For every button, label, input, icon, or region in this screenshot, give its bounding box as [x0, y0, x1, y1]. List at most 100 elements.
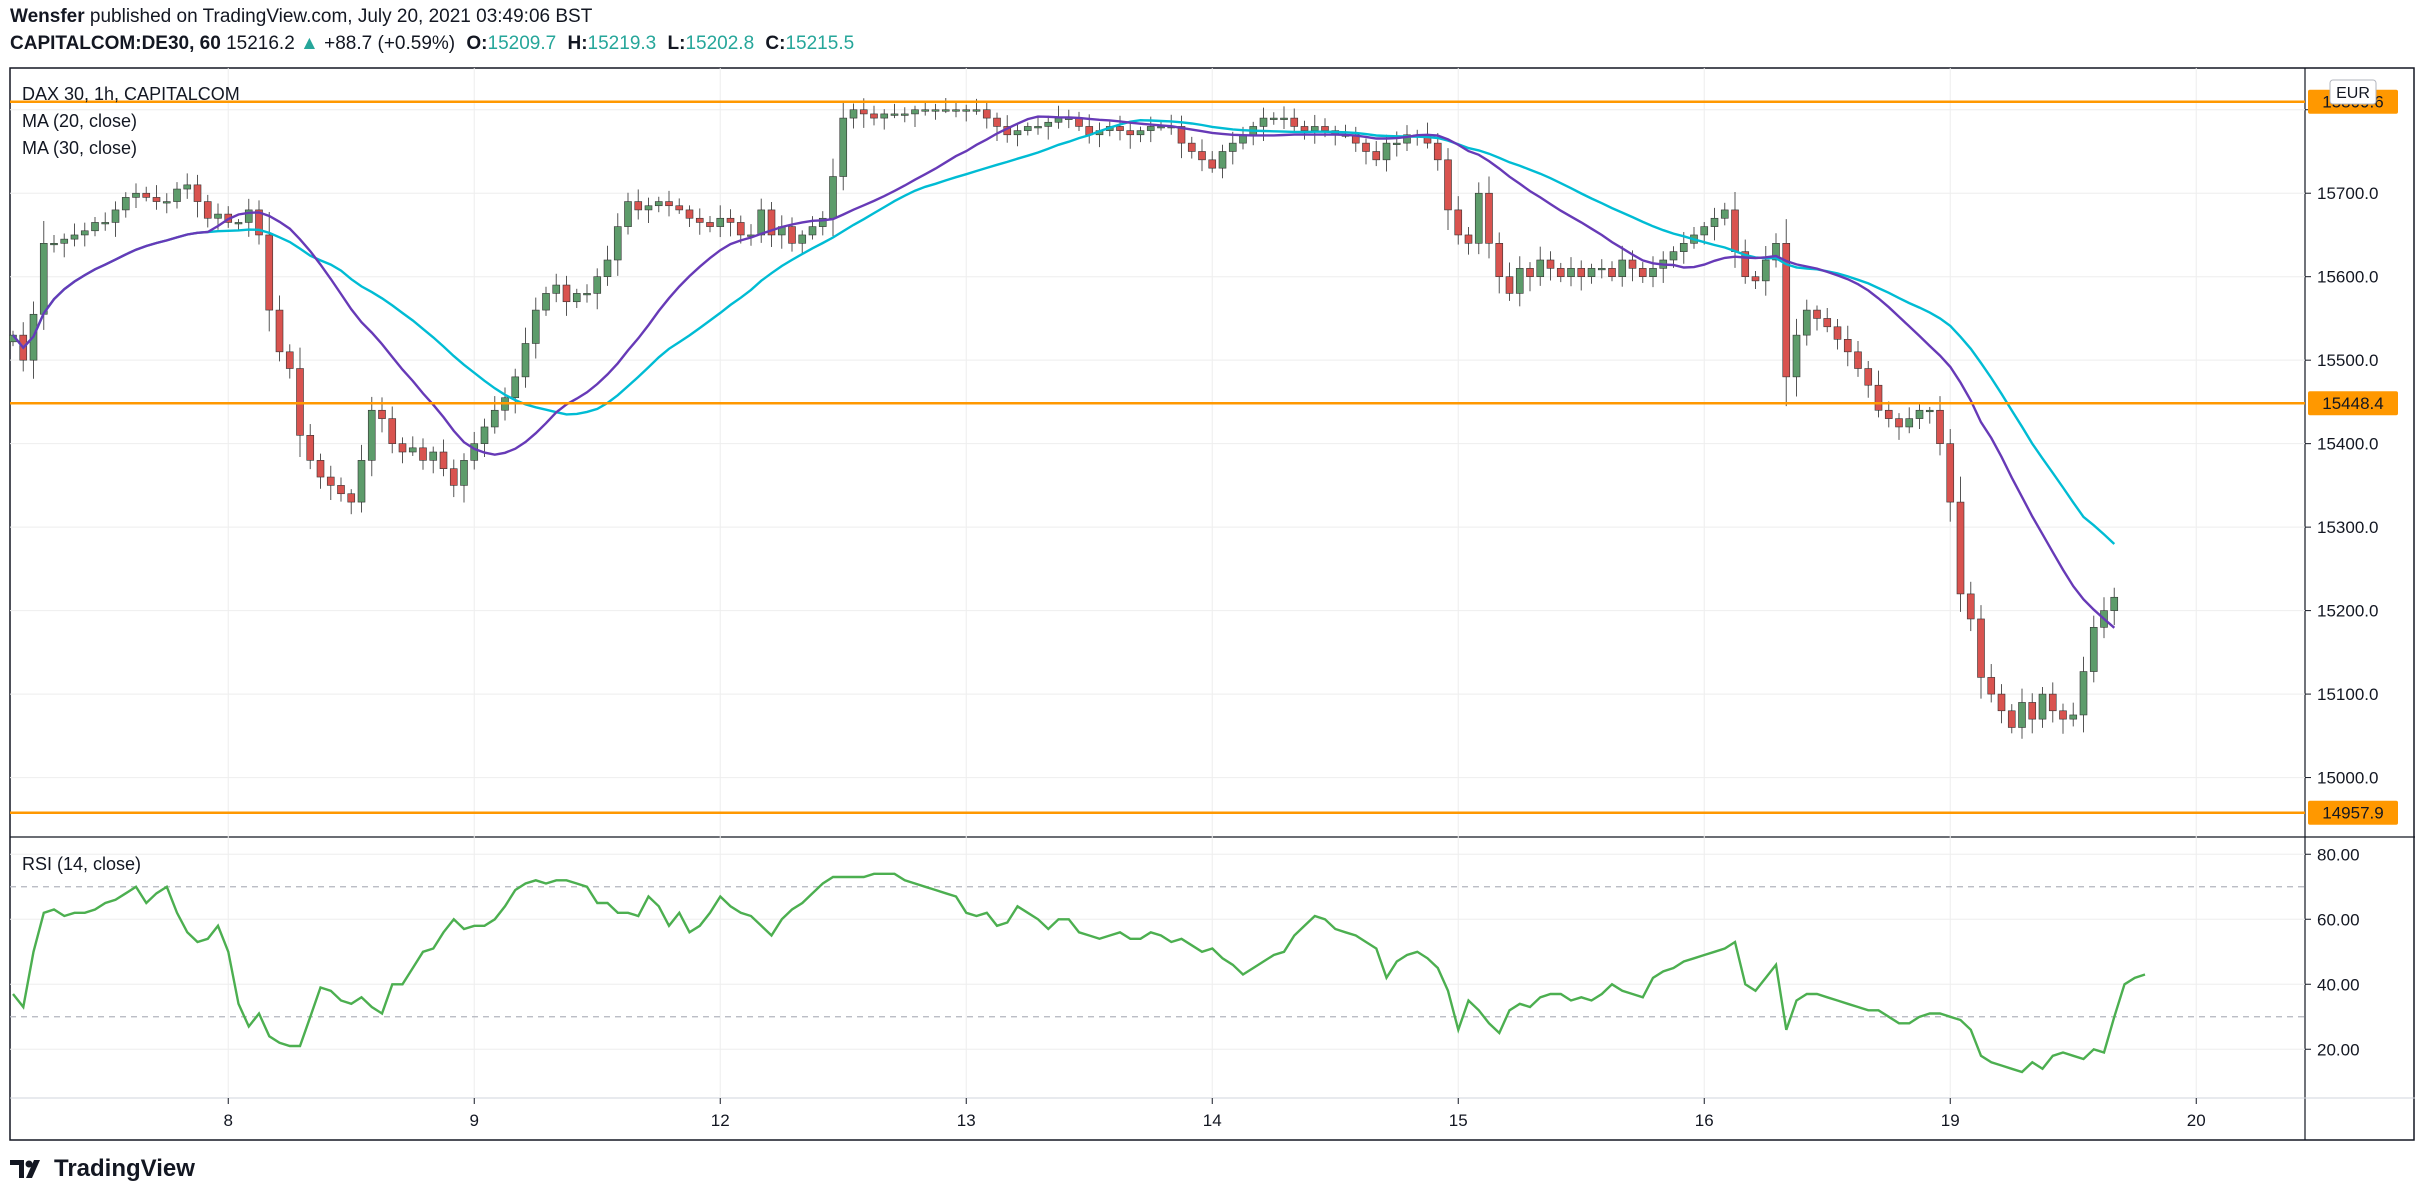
candle-down [316, 460, 325, 478]
candle-up [244, 209, 253, 223]
candle-up [2079, 671, 2088, 716]
candle-down [285, 351, 294, 369]
candle-down [1187, 142, 1196, 152]
candle-up [367, 409, 376, 461]
rsi-tick-label: 80.00 [2317, 845, 2360, 864]
publisher-name: Wensfer [10, 6, 85, 27]
candle-up [941, 109, 950, 112]
price-tick-label: 15100.0 [2317, 685, 2378, 704]
candle-down [859, 109, 868, 115]
candle-down [1495, 243, 1504, 277]
legend-ma30: MA (30, close) [22, 138, 137, 158]
high-value: 15219.3 [587, 33, 657, 54]
candle-up [1310, 126, 1319, 131]
candle-down [1556, 268, 1565, 277]
candle-down [337, 485, 345, 495]
candle-down [1884, 409, 1893, 419]
candle-up [121, 197, 130, 211]
candle-up [593, 276, 602, 294]
candle-down [1444, 159, 1452, 211]
candle-up [716, 217, 725, 227]
tradingview-logo-icon [10, 1160, 40, 1178]
candle-down [695, 217, 704, 223]
candle-up [70, 234, 79, 240]
candle-down [1833, 326, 1842, 340]
candle-up [798, 234, 807, 244]
candle-up [1392, 142, 1401, 145]
candle-up [1710, 217, 1719, 227]
candle-up [911, 109, 919, 115]
candle-up [572, 293, 581, 303]
candle-down [439, 451, 448, 469]
candle-down [1321, 126, 1329, 131]
rsi-pane-title: RSI (14, close) [22, 854, 141, 874]
candle-down [1854, 351, 1862, 369]
price-tick-label: 15300.0 [2317, 518, 2378, 537]
open-value: 15209.7 [487, 33, 557, 54]
candle-up [1905, 418, 1914, 428]
candle-up [1792, 334, 1801, 378]
rsi-tick-label: 20.00 [2317, 1040, 2360, 1059]
candle-up [1054, 117, 1063, 123]
candle-down [347, 493, 356, 503]
brand-name: TradingView [54, 1155, 195, 1182]
published-info: Wensfer published on TradingView.com, Ju… [10, 6, 592, 28]
candle-up [1597, 268, 1606, 271]
candle-down [2059, 710, 2067, 720]
candle-down [726, 217, 735, 223]
candle-up [1567, 268, 1575, 277]
up-arrow-icon: ▲ [300, 33, 319, 54]
candle-down [449, 468, 458, 486]
candle-up [931, 109, 940, 112]
footer-brand[interactable]: TradingView [10, 1155, 195, 1183]
candle-up [408, 447, 417, 453]
candle-down [1198, 151, 1206, 161]
candle-down [1638, 268, 1647, 277]
candle-up [829, 176, 837, 219]
time-tick-label: 19 [1941, 1111, 1960, 1130]
candle-up [111, 209, 120, 223]
candle-down [398, 443, 407, 453]
candle-up [613, 226, 622, 261]
candle-down [1577, 268, 1586, 277]
low-value: 15202.8 [685, 33, 755, 54]
candle-up [890, 113, 899, 116]
ohlc-bar: CAPITALCOM:DE30, 60 15216.2 ▲ +88.7 (+0.… [10, 33, 854, 55]
candle-down [1546, 259, 1555, 269]
candle-down [1126, 130, 1135, 136]
candle-down [1823, 318, 1832, 328]
candle-up [91, 222, 99, 232]
candle-down [1997, 693, 2006, 712]
candle-up [2018, 702, 2026, 728]
candle-down [1362, 142, 1370, 152]
candle-down [982, 109, 991, 119]
candle-down [1290, 117, 1299, 127]
candle-up [60, 238, 69, 244]
candle-up [1403, 134, 1411, 144]
candle-down [388, 418, 397, 444]
price-tick-label: 15400.0 [2317, 435, 2378, 454]
candle-down [1485, 192, 1493, 244]
candle-down [255, 209, 263, 236]
candle-up [1023, 126, 1032, 131]
candle-down [1741, 251, 1750, 277]
candle-down [142, 192, 151, 198]
candle-up [521, 343, 530, 378]
candle-down [1505, 276, 1514, 294]
price-tick-label: 15000.0 [2317, 769, 2378, 788]
candle-up [490, 409, 499, 428]
time-tick-label: 14 [1203, 1111, 1222, 1130]
close-label: C: [765, 33, 786, 54]
candle-up [1802, 309, 1811, 336]
candle-down [1433, 142, 1442, 161]
published-text: published on TradingView.com, July 20, 2… [84, 6, 593, 27]
candle-down [665, 201, 673, 207]
candle-up [214, 213, 222, 219]
candle-up [1915, 409, 1924, 419]
candle-up [2038, 693, 2047, 720]
candle-up [1761, 259, 1770, 282]
candle-up [1720, 209, 1729, 219]
time-tick-label: 13 [957, 1111, 976, 1130]
candle-down [1946, 443, 1955, 503]
